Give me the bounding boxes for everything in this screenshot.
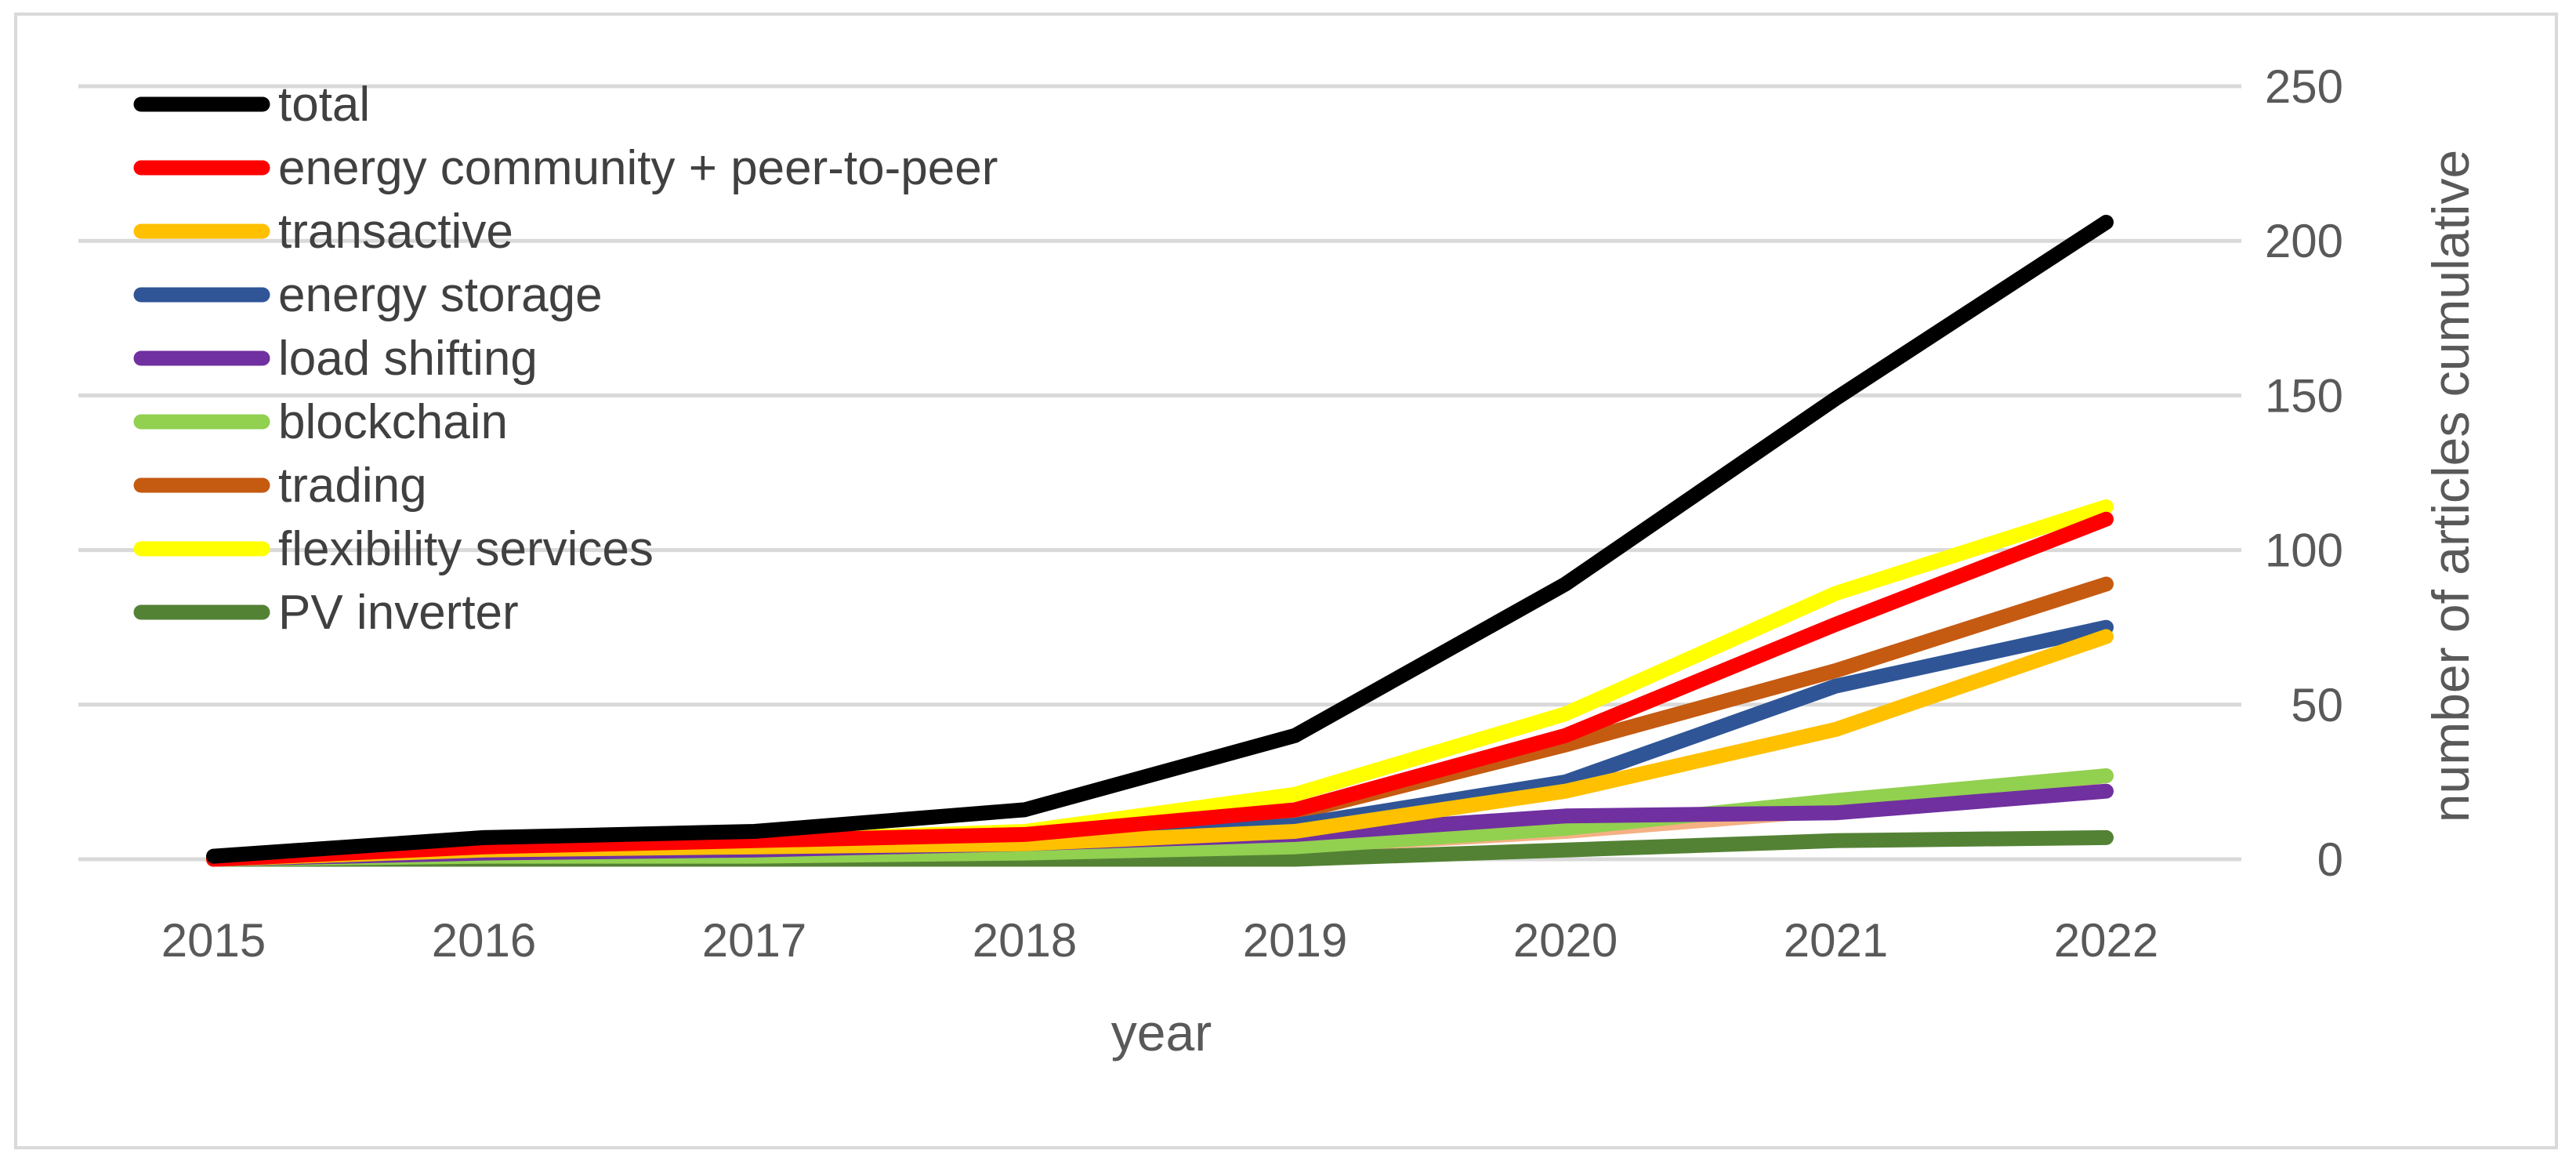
legend-label: trading (278, 459, 427, 513)
series-lines (206, 215, 2114, 867)
y-tick-labels: 0 50 100 150 200 250 (2265, 60, 2343, 886)
y-tick-label: 200 (2265, 215, 2343, 267)
y-axis-title: number of articles cumulative (2422, 150, 2480, 822)
y-tick-label: 250 (2265, 60, 2343, 113)
legend-label: transactive (278, 205, 513, 259)
x-tick-label: 2022 (2054, 914, 2158, 967)
x-tick-label: 2020 (1513, 914, 1618, 967)
y-tick-label: 0 (2317, 833, 2343, 886)
x-tick-label: 2017 (702, 914, 806, 967)
legend: total energy community + peer-to-peer tran… (133, 78, 998, 640)
y-tick-label: 150 (2265, 369, 2343, 422)
x-tick-labels: 2015 2016 2017 2018 2019 2020 2021 2022 (161, 914, 2158, 967)
series-line-total (206, 215, 2114, 864)
legend-label: total (278, 78, 370, 132)
x-tick-label: 2016 (432, 914, 536, 967)
legend-label: energy community + peer-to-peer (278, 141, 998, 195)
legend-label: PV inverter (278, 586, 519, 640)
y-tick-label: 100 (2265, 524, 2343, 577)
x-tick-label: 2015 (161, 914, 266, 967)
x-tick-label: 2019 (1243, 914, 1347, 967)
y-tick-label: 50 (2291, 679, 2343, 731)
legend-label: flexibility services (278, 522, 654, 576)
x-axis-title: year (1111, 1003, 1212, 1062)
legend-label: blockchain (278, 395, 508, 449)
series-line-energy-community-peer-to-peer (206, 511, 2114, 867)
legend-label: load shifting (278, 332, 538, 386)
x-tick-label: 2018 (973, 914, 1077, 967)
legend-label: energy storage (278, 268, 603, 322)
chart-frame (14, 13, 2558, 1149)
x-tick-label: 2021 (1784, 914, 1888, 967)
